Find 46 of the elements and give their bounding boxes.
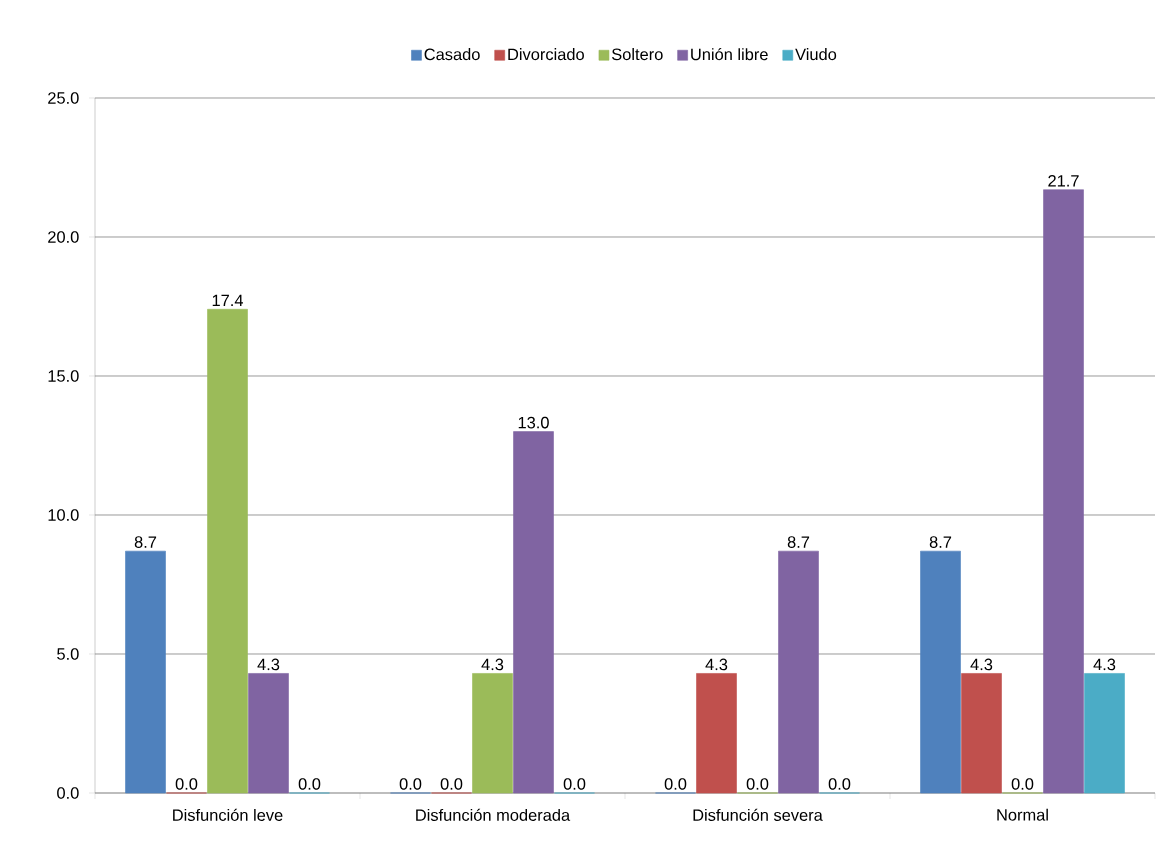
bar [1043,189,1084,794]
data-label: 4.3 [1093,658,1116,671]
legend-label: Casado [424,48,480,61]
data-label: 0.0 [746,778,769,790]
data-label: 0.0 [563,778,586,790]
data-label: 4.3 [970,658,993,671]
data-label: 8.7 [134,536,157,548]
data-label: 0.0 [1011,778,1034,790]
y-tick-label: 5.0 [57,648,79,660]
data-label: 0.0 [664,778,687,790]
x-tick-label: Disfunción moderada [416,808,571,821]
data-label: 13.0 [518,416,549,429]
data-label: 4.3 [705,658,728,671]
bar [696,673,737,794]
legend-label: Soltero [612,48,663,61]
data-label: 4.3 [257,658,280,671]
x-tick-label: Disfunción leve [173,808,283,821]
bar [207,308,248,794]
data-label: 0.0 [399,778,422,790]
bar [778,550,819,794]
data-label: 4.3 [481,658,504,671]
bar [920,550,961,794]
bar [472,673,513,794]
bar [125,550,166,794]
bar [513,431,554,794]
x-tick-label: Normal [997,808,1048,821]
data-label: 8.7 [787,536,810,548]
legend-label: Divorciado [508,48,584,61]
y-tick-label: 15.0 [48,370,79,382]
data-label: 0.0 [175,778,198,790]
bar [248,673,289,794]
data-label: 0.0 [828,778,851,790]
legend-label: Viudo [795,48,837,61]
y-tick-label: 0.0 [57,787,79,799]
y-tick-label: 20.0 [48,231,79,243]
bar [961,673,1002,794]
data-label: 0.0 [298,778,321,790]
data-label: 8.7 [929,536,952,548]
y-tick-label: 10.0 [48,509,79,521]
data-label: 21.7 [1048,175,1079,187]
y-tick-label: 25.0 [48,92,79,104]
data-label: 17.4 [212,294,244,307]
legend-label: Unión libre [691,47,768,61]
data-label: 0.0 [440,778,463,790]
bar [1084,673,1125,794]
x-tick-label: Disfunción severa [693,808,823,821]
